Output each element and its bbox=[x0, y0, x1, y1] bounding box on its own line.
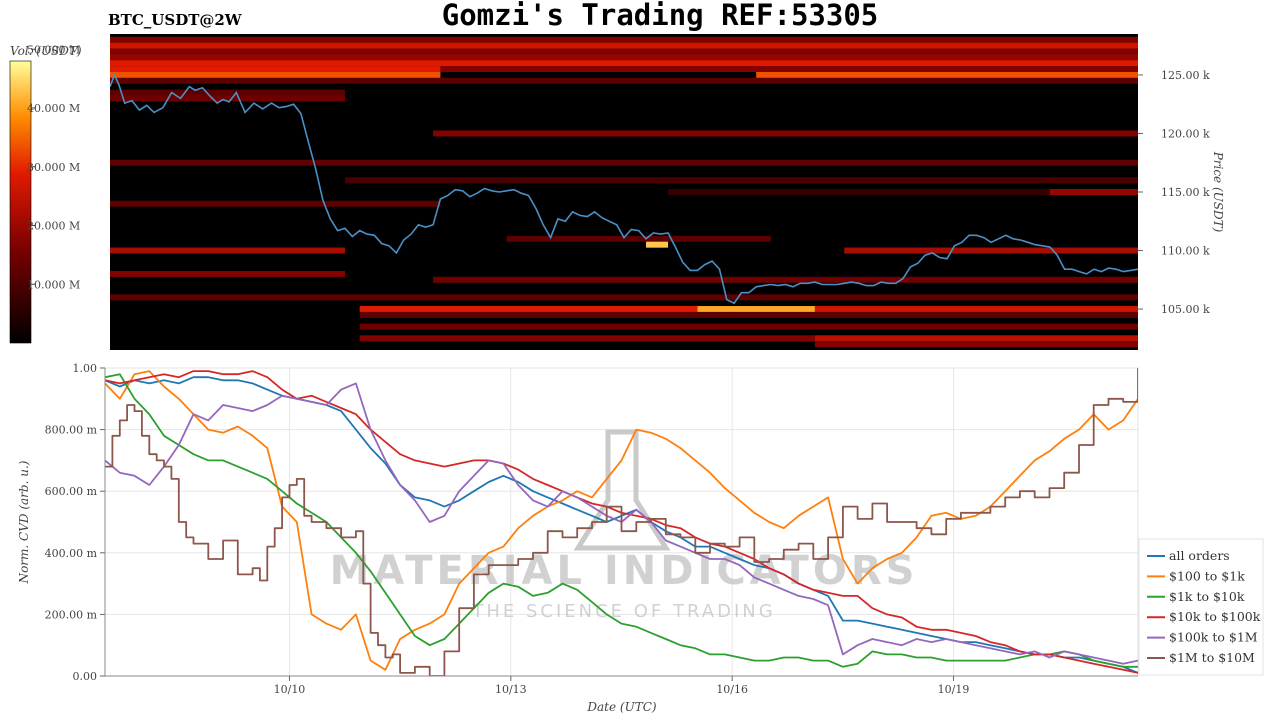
cvd-x-tick-label: 10/10 bbox=[274, 683, 306, 696]
chart-title: Gomzi's Trading REF:53305 bbox=[442, 0, 879, 32]
colorbar bbox=[9, 60, 32, 344]
heatmap-band bbox=[433, 130, 1138, 137]
legend-box bbox=[1138, 538, 1264, 676]
legend: all orders $100 to $1k $1k to $10k $10k to … bbox=[1138, 538, 1264, 676]
heatmap-band bbox=[110, 42, 1138, 49]
heatmap-band bbox=[110, 270, 345, 277]
heatmap-band bbox=[756, 71, 1138, 78]
cvd-y-tick-label: 400.00 m bbox=[45, 547, 98, 560]
heatmap-band bbox=[110, 36, 1138, 43]
heatmap-band bbox=[440, 66, 1138, 73]
heatmap-band bbox=[110, 77, 1138, 84]
cvd-y-ticks: 0.00 200.00 m 400.00 m 600.00 m 800.00 m 1.00 bbox=[45, 362, 106, 683]
cvd-y-tick-label: 0.00 bbox=[73, 670, 98, 683]
price-line-group bbox=[110, 72, 1138, 305]
colorbar-label: Vol. (USDT) bbox=[10, 44, 82, 58]
heatmap-band bbox=[110, 95, 345, 102]
heatmap-band bbox=[359, 323, 1138, 330]
legend-entry: $100 to $1k bbox=[1169, 568, 1245, 583]
watermark-brand: MATERIAL INDICATORS bbox=[330, 548, 919, 594]
cvd-x-label: Date (UTC) bbox=[586, 700, 656, 714]
heatmap-band bbox=[433, 276, 1138, 283]
heatmap-band bbox=[359, 311, 1138, 318]
price-tick-label: 125.00 k bbox=[1161, 69, 1210, 82]
cvd-x-tick-label: 10/13 bbox=[495, 683, 527, 696]
legend-entry: $1M to $10M bbox=[1169, 650, 1255, 665]
heatmap-band bbox=[814, 335, 1138, 342]
heatmap-band bbox=[110, 89, 345, 96]
heatmap-band bbox=[110, 48, 1138, 55]
colorbar-tick-label: 50.000 M bbox=[27, 43, 80, 56]
heatmap-band bbox=[646, 241, 669, 248]
heatmap-band bbox=[110, 66, 441, 73]
heatmap-band bbox=[844, 247, 1138, 254]
price-tick-label: 115.00 k bbox=[1161, 186, 1210, 199]
heatmap-band bbox=[344, 177, 1138, 184]
heatmap-band bbox=[110, 294, 1138, 301]
heatmap-band bbox=[814, 341, 1138, 348]
price-axis-ticks: 105.00 k 110.00 k 115.00 k 120.00 k 125.00 k bbox=[1138, 69, 1210, 316]
colorbar-tick-label: 20.000 M bbox=[27, 220, 80, 233]
legend-entry: all orders bbox=[1169, 548, 1230, 563]
price-line bbox=[110, 72, 1138, 305]
price-axis-label: Price (USDT) bbox=[1211, 151, 1225, 233]
heatmap-band bbox=[668, 189, 1050, 195]
watermark: MATERIAL INDICATORS THE SCIENCE OF TRADI… bbox=[330, 429, 919, 622]
cvd-y-tick-label: 800.00 m bbox=[45, 424, 98, 437]
symbol-label: BTC_USDT@2W bbox=[108, 11, 243, 29]
price-tick-label: 110.00 k bbox=[1161, 245, 1210, 258]
cvd-series bbox=[105, 368, 1138, 676]
heatmap-band bbox=[110, 200, 441, 207]
heatmap-band bbox=[814, 306, 1138, 313]
cvd-y-tick-label: 600.00 m bbox=[45, 485, 98, 498]
price-tick-label: 105.00 k bbox=[1161, 303, 1210, 316]
legend-entry: $100k to $1M bbox=[1169, 630, 1258, 645]
legend-entry: $1k to $10k bbox=[1169, 589, 1245, 604]
heatmap-band bbox=[697, 306, 815, 313]
heatmap-band bbox=[110, 71, 441, 78]
watermark-tagline: THE SCIENCE OF TRADING bbox=[471, 601, 775, 622]
colorbar-tick-label: 10.000 M bbox=[27, 278, 80, 291]
heatmap-band bbox=[110, 159, 1138, 166]
cvd-x-ticks: 10/10 10/13 10/16 10/19 bbox=[105, 675, 1138, 696]
cvd-series-line bbox=[105, 368, 1138, 676]
cvd-series-line bbox=[105, 373, 1138, 668]
colorbar-ticks: 10.000 M 20.000 M 30.000 M 40.000 M 50.000 M bbox=[27, 43, 80, 291]
colorbar-tick-label: 30.000 M bbox=[27, 161, 80, 174]
heatmap-band bbox=[110, 247, 345, 254]
heatmap-band bbox=[359, 335, 815, 342]
heatmap-band bbox=[110, 60, 1138, 67]
cvd-y-tick-label: 1.00 bbox=[73, 362, 98, 375]
price-tick-label: 120.00 k bbox=[1161, 127, 1210, 140]
cvd-x-tick-label: 10/16 bbox=[716, 683, 748, 696]
heatmap-band bbox=[110, 54, 1138, 61]
heatmap-band bbox=[1049, 189, 1138, 195]
colorbar-tick-label: 40.000 M bbox=[27, 102, 80, 115]
heatmap-band bbox=[506, 235, 771, 242]
cvd-x-tick-label: 10/19 bbox=[938, 683, 970, 696]
cvd-y-tick-label: 200.00 m bbox=[45, 608, 98, 621]
legend-entry: $10k to $100k bbox=[1169, 609, 1261, 624]
heatmap-band bbox=[359, 306, 698, 313]
heatmap-bands bbox=[110, 36, 1138, 348]
cvd-y-label: Norm. CVD (arb. u.) bbox=[17, 460, 31, 584]
